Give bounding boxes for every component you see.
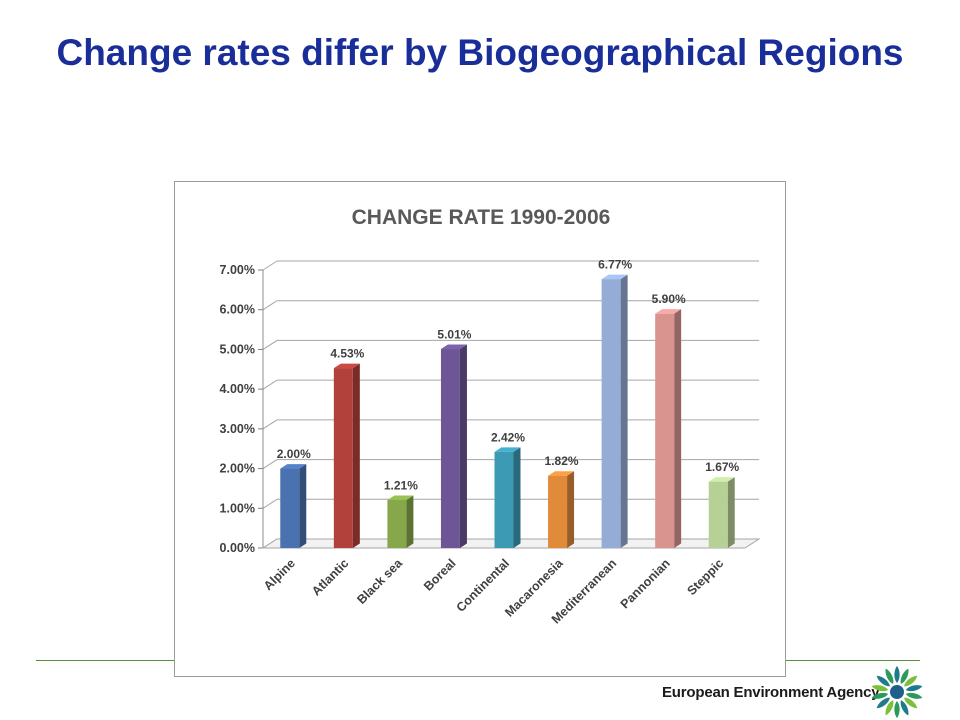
data-label: 1.21% [384, 478, 418, 492]
data-label: 5.01% [437, 328, 471, 342]
logo-ray [904, 675, 918, 687]
logo-ray [885, 668, 894, 684]
bar-front [548, 475, 568, 548]
bar-side [299, 464, 307, 548]
logo-ray [894, 701, 900, 718]
bar-top [333, 363, 360, 369]
bar-top [494, 447, 521, 452]
bar-macaronesia [548, 471, 575, 548]
bar-side [620, 274, 628, 548]
y-tick-label: 6.00% [220, 303, 255, 317]
data-label: 2.00% [277, 447, 311, 461]
y-tick-label: 1.00% [220, 501, 255, 515]
eea-sun-logo-icon [871, 666, 923, 718]
x-tick-label: Pannonian [618, 556, 673, 611]
bar-pannonian [655, 309, 682, 548]
bar-black-sea [387, 495, 414, 548]
gridline-depth [262, 340, 278, 350]
bar-front [440, 349, 460, 548]
bar-side [352, 363, 360, 548]
y-tick-label: 2.00% [220, 462, 255, 476]
logo-ray [894, 666, 900, 683]
bar-side [406, 495, 414, 548]
bar-atlantic [333, 363, 360, 548]
x-tick-label: Alpine [261, 556, 298, 593]
bar-front [655, 313, 675, 548]
logo-ray [905, 692, 923, 699]
bar-front [494, 451, 514, 548]
bar-top [708, 477, 735, 482]
bar-side [513, 447, 521, 548]
y-tick-label: 0.00% [220, 541, 255, 555]
x-tick-label: Black sea [354, 555, 405, 606]
x-tick-label: Boreal [421, 556, 458, 593]
logo-ray [885, 700, 894, 716]
bar-top [548, 471, 575, 476]
logo-ray [905, 685, 923, 692]
bar-top [655, 309, 682, 314]
chart-title: CHANGE RATE 1990-2006 [352, 206, 611, 229]
agency-name: European Environment Agency [662, 684, 880, 701]
bar-side [567, 471, 575, 548]
bar-boreal [440, 344, 467, 548]
slide-title: Change rates differ by Biogeographical R… [56, 32, 904, 73]
y-tick-label: 5.00% [220, 342, 255, 356]
logo-ray [904, 697, 918, 709]
data-label: 1.67% [705, 460, 739, 474]
change-rate-chart: CHANGE RATE 1990-2006 0.00% 1.00% 2.00% 3.0… [220, 206, 761, 627]
bar-side [727, 477, 735, 548]
bar-front [280, 468, 300, 548]
gridline-depth [262, 260, 278, 271]
logo-ray [871, 692, 889, 699]
bar-front [333, 368, 353, 548]
x-tick-label: Steppic [685, 556, 727, 598]
bar-mediterranean [601, 274, 628, 548]
y-tick-label: 4.00% [220, 382, 255, 396]
bar-side [459, 344, 467, 548]
gridline-depth [262, 379, 278, 390]
bar-alpine [280, 464, 307, 548]
logo-center [890, 685, 904, 699]
bar-steppic [708, 477, 735, 548]
gridline-depth [262, 459, 278, 469]
data-label: 2.42% [491, 430, 525, 444]
x-tick-label: Continental [454, 556, 513, 615]
bar-continental [494, 447, 521, 548]
chart-frame: CHANGE RATE 1990-2006 0.00% 1.00% 2.00% 3.0… [174, 181, 786, 677]
logo-ray [876, 675, 890, 687]
data-label: 1.82% [545, 454, 579, 468]
gridline-depth [262, 300, 278, 311]
logo-ray [900, 700, 909, 716]
bar-front [708, 481, 728, 548]
logo-ray [900, 668, 909, 684]
y-tick-label: 7.00% [220, 263, 255, 277]
y-tick-label: 3.00% [220, 422, 255, 436]
bar-top [387, 495, 414, 500]
bar-front [387, 499, 407, 548]
data-label: 6.77% [598, 258, 632, 272]
x-tick-label: Atlantic [309, 556, 351, 598]
data-label: 4.53% [330, 347, 364, 361]
bar-top [280, 464, 307, 469]
gridline-depth [262, 498, 278, 509]
data-label: 5.90% [652, 292, 686, 306]
bar-side [674, 309, 682, 548]
gridline-depth [262, 419, 278, 430]
bar-front [601, 279, 621, 548]
logo-ray [876, 697, 890, 709]
logo-ray [871, 685, 889, 692]
bar-top [601, 274, 628, 280]
bar-top [440, 344, 467, 350]
